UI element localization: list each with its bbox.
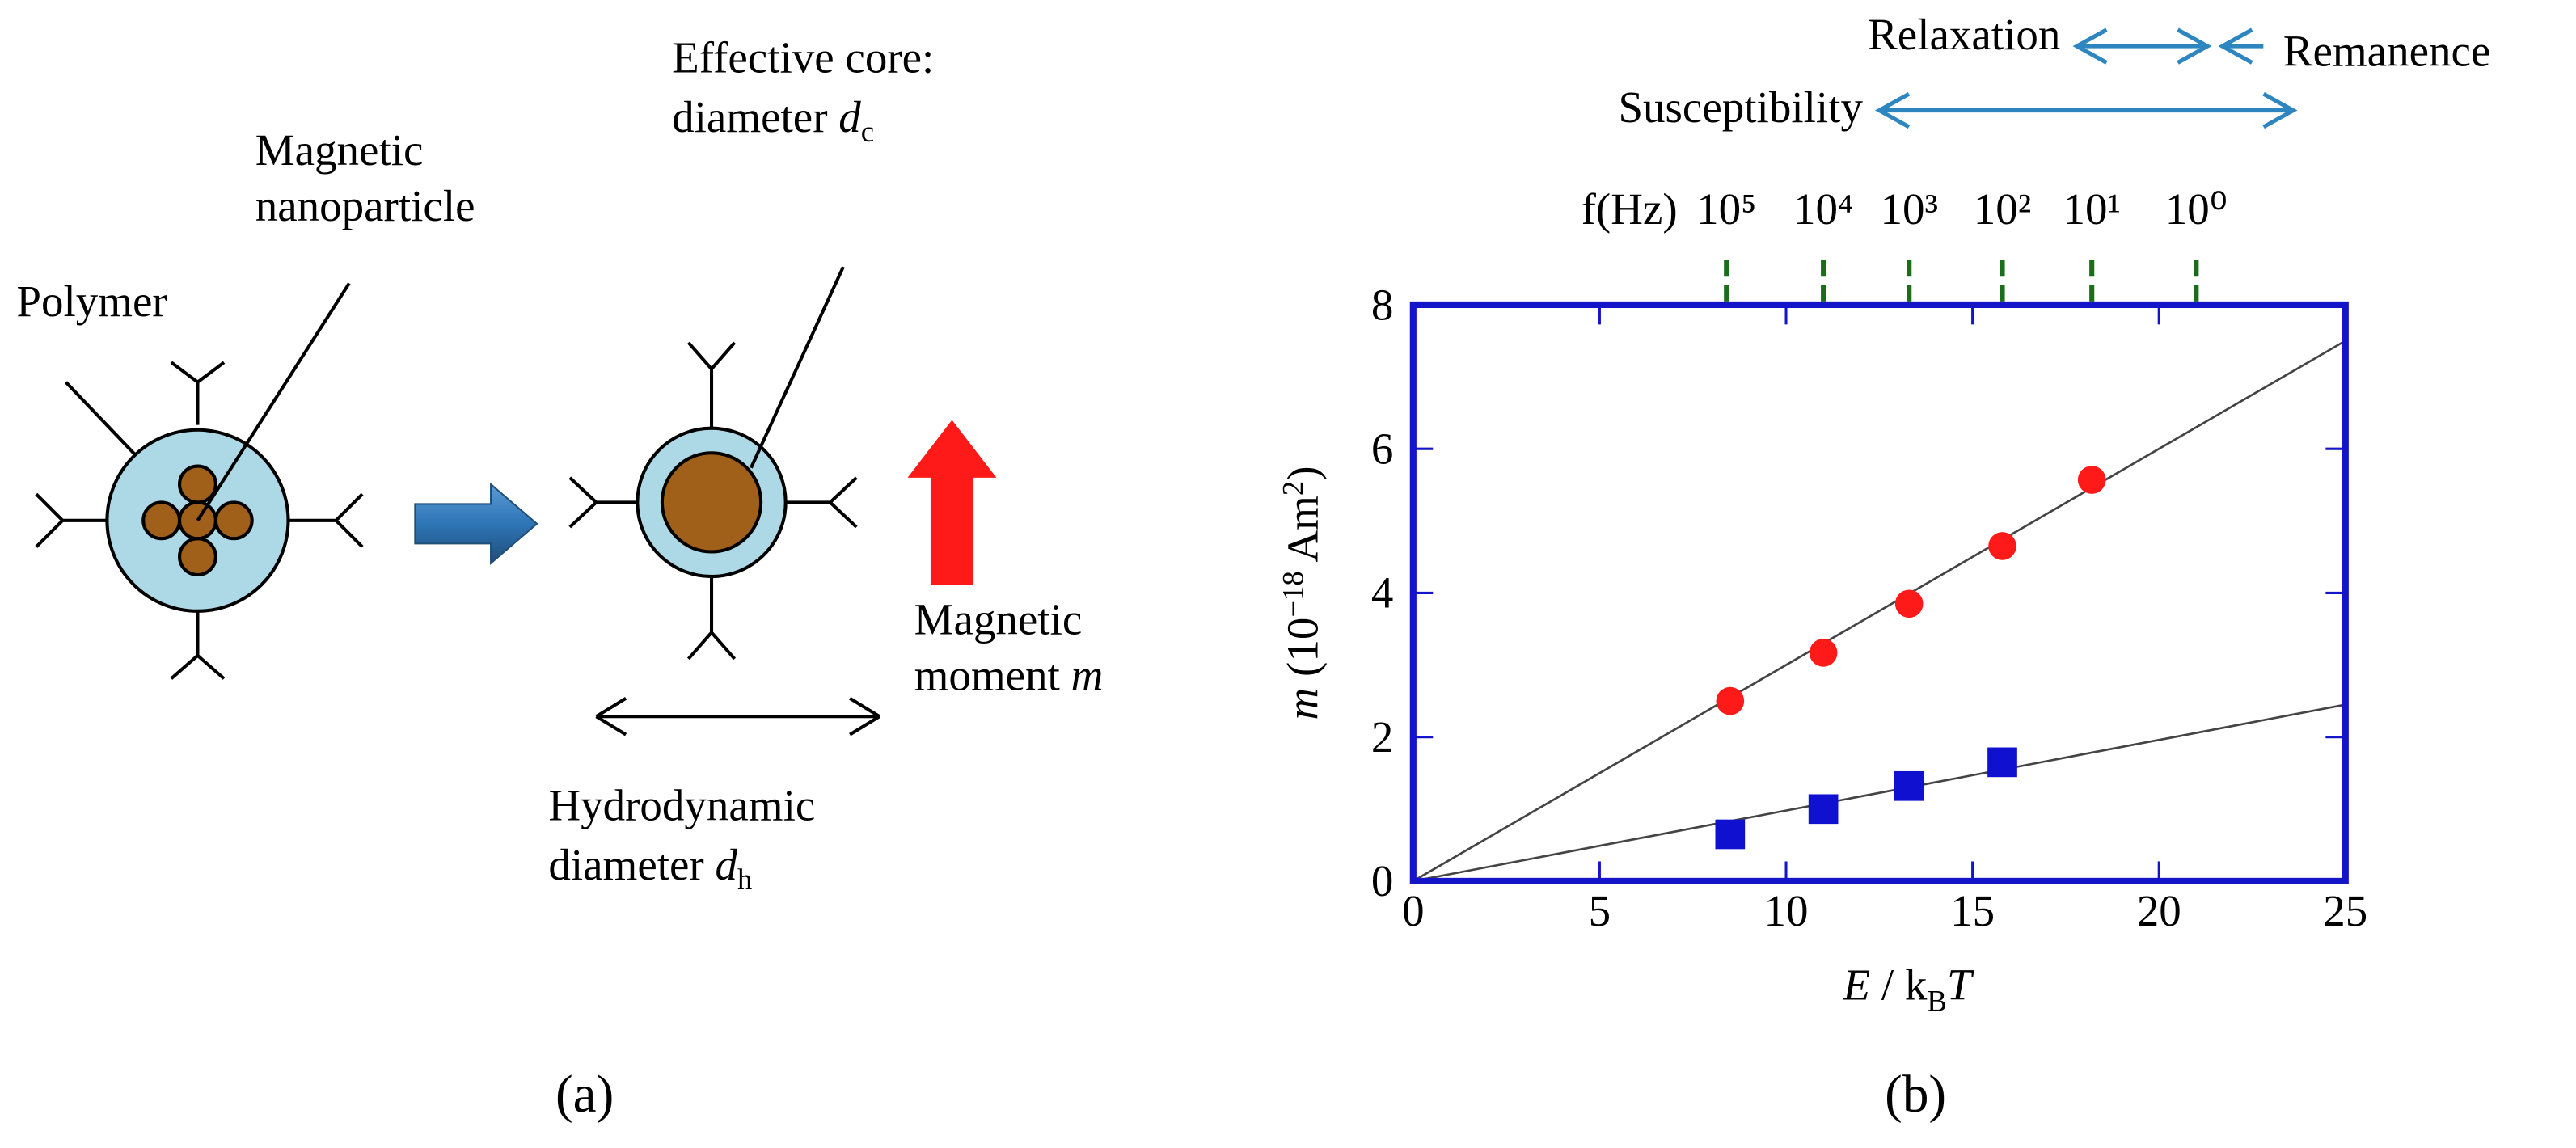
data-point <box>1987 747 2017 778</box>
panel-label: (a) <box>555 1066 614 1124</box>
hydro-label: diameter dh <box>548 840 752 896</box>
data-point <box>1809 639 1838 667</box>
moment-label: Magnetic <box>914 594 1083 644</box>
text: B <box>1927 985 1946 1018</box>
text: d <box>838 92 861 141</box>
x-tick-label: 15 <box>1950 886 1995 935</box>
text: / k <box>1870 960 1928 1010</box>
text: T <box>1947 960 1974 1010</box>
freq-tick-label: 10⁵ <box>1696 184 1756 234</box>
y-tick-label: 0 <box>1371 856 1394 905</box>
fit-line <box>1413 703 2346 883</box>
x-axis-title: E / kBT <box>1842 960 1974 1018</box>
nanoparticle-label: Magnetic <box>255 125 424 175</box>
y-tick-label: 6 <box>1371 424 1394 474</box>
arrow-head <box>2218 27 2253 65</box>
data-point <box>1808 794 1839 825</box>
arrow-head <box>2262 91 2298 129</box>
text: d <box>716 840 738 889</box>
text: 2 <box>1276 481 1309 496</box>
polymer-label: Polymer <box>16 276 167 326</box>
range-label: Susceptibility <box>1618 82 1863 132</box>
y-tick-label: 4 <box>1371 568 1394 618</box>
arrow-head <box>2177 27 2212 65</box>
x-tick-label: 5 <box>1589 886 1611 935</box>
freq-axis-label: f(Hz) <box>1581 184 1678 234</box>
text: Am <box>1278 496 1328 571</box>
nanoparticle-label: nanoparticle <box>255 181 475 230</box>
text: diameter <box>672 92 838 141</box>
freq-tick-label: 10⁴ <box>1793 184 1853 234</box>
core-label: Effective core: <box>672 33 934 82</box>
moment-arrow <box>907 420 997 585</box>
freq-tick-label: 10² <box>1974 184 2032 234</box>
core-label: diameter dc <box>672 92 874 148</box>
y-axis-title: m (10−18 Am2) <box>1276 466 1327 720</box>
arrow-head <box>2072 27 2108 65</box>
x-tick-label: 20 <box>2137 886 2181 935</box>
data-point <box>1894 770 1924 801</box>
diameter-arrow <box>595 697 880 736</box>
freq-tick-label: 10¹ <box>2063 184 2121 234</box>
range-label: Remanence <box>2283 27 2491 76</box>
freq-tick-label: 10³ <box>1880 184 1938 234</box>
text: E <box>1842 960 1870 1010</box>
nanoparticle-cores <box>141 464 254 577</box>
text: h <box>737 863 752 896</box>
data-point <box>1716 686 1745 715</box>
leader-line <box>750 266 845 469</box>
x-tick-label: 25 <box>2323 886 2367 935</box>
text: −18 <box>1276 571 1309 617</box>
text: m <box>1071 651 1104 700</box>
data-point <box>2077 466 2106 494</box>
hydro-label: Hydrodynamic <box>548 781 815 830</box>
x-tick-label: 0 <box>1402 886 1425 935</box>
transform-arrow <box>414 482 538 565</box>
text: m <box>1278 688 1328 720</box>
effective-core <box>660 451 763 554</box>
text: ) <box>1278 466 1328 480</box>
text: diameter <box>548 840 715 889</box>
data-point <box>1988 532 2016 560</box>
arrow-head <box>1875 91 1911 129</box>
text: moment <box>914 651 1071 700</box>
x-tick-label: 10 <box>1764 886 1809 935</box>
text: (10 <box>1278 618 1328 688</box>
range-label: Relaxation <box>1868 10 2060 59</box>
fit-line <box>1413 340 2346 883</box>
moment-label: moment m <box>914 651 1104 700</box>
data-point <box>1715 819 1746 850</box>
y-tick-label: 8 <box>1371 280 1394 329</box>
freq-tick-label: 10⁰ <box>2165 184 2228 234</box>
polymer-branches <box>35 341 858 680</box>
data-point <box>1894 589 1924 618</box>
text: c <box>861 115 874 148</box>
panel-label: (b) <box>1885 1066 1946 1124</box>
plot-frame <box>1409 301 2349 884</box>
leader-line <box>196 282 351 521</box>
panel-a <box>35 266 997 736</box>
y-tick-label: 2 <box>1371 712 1394 762</box>
